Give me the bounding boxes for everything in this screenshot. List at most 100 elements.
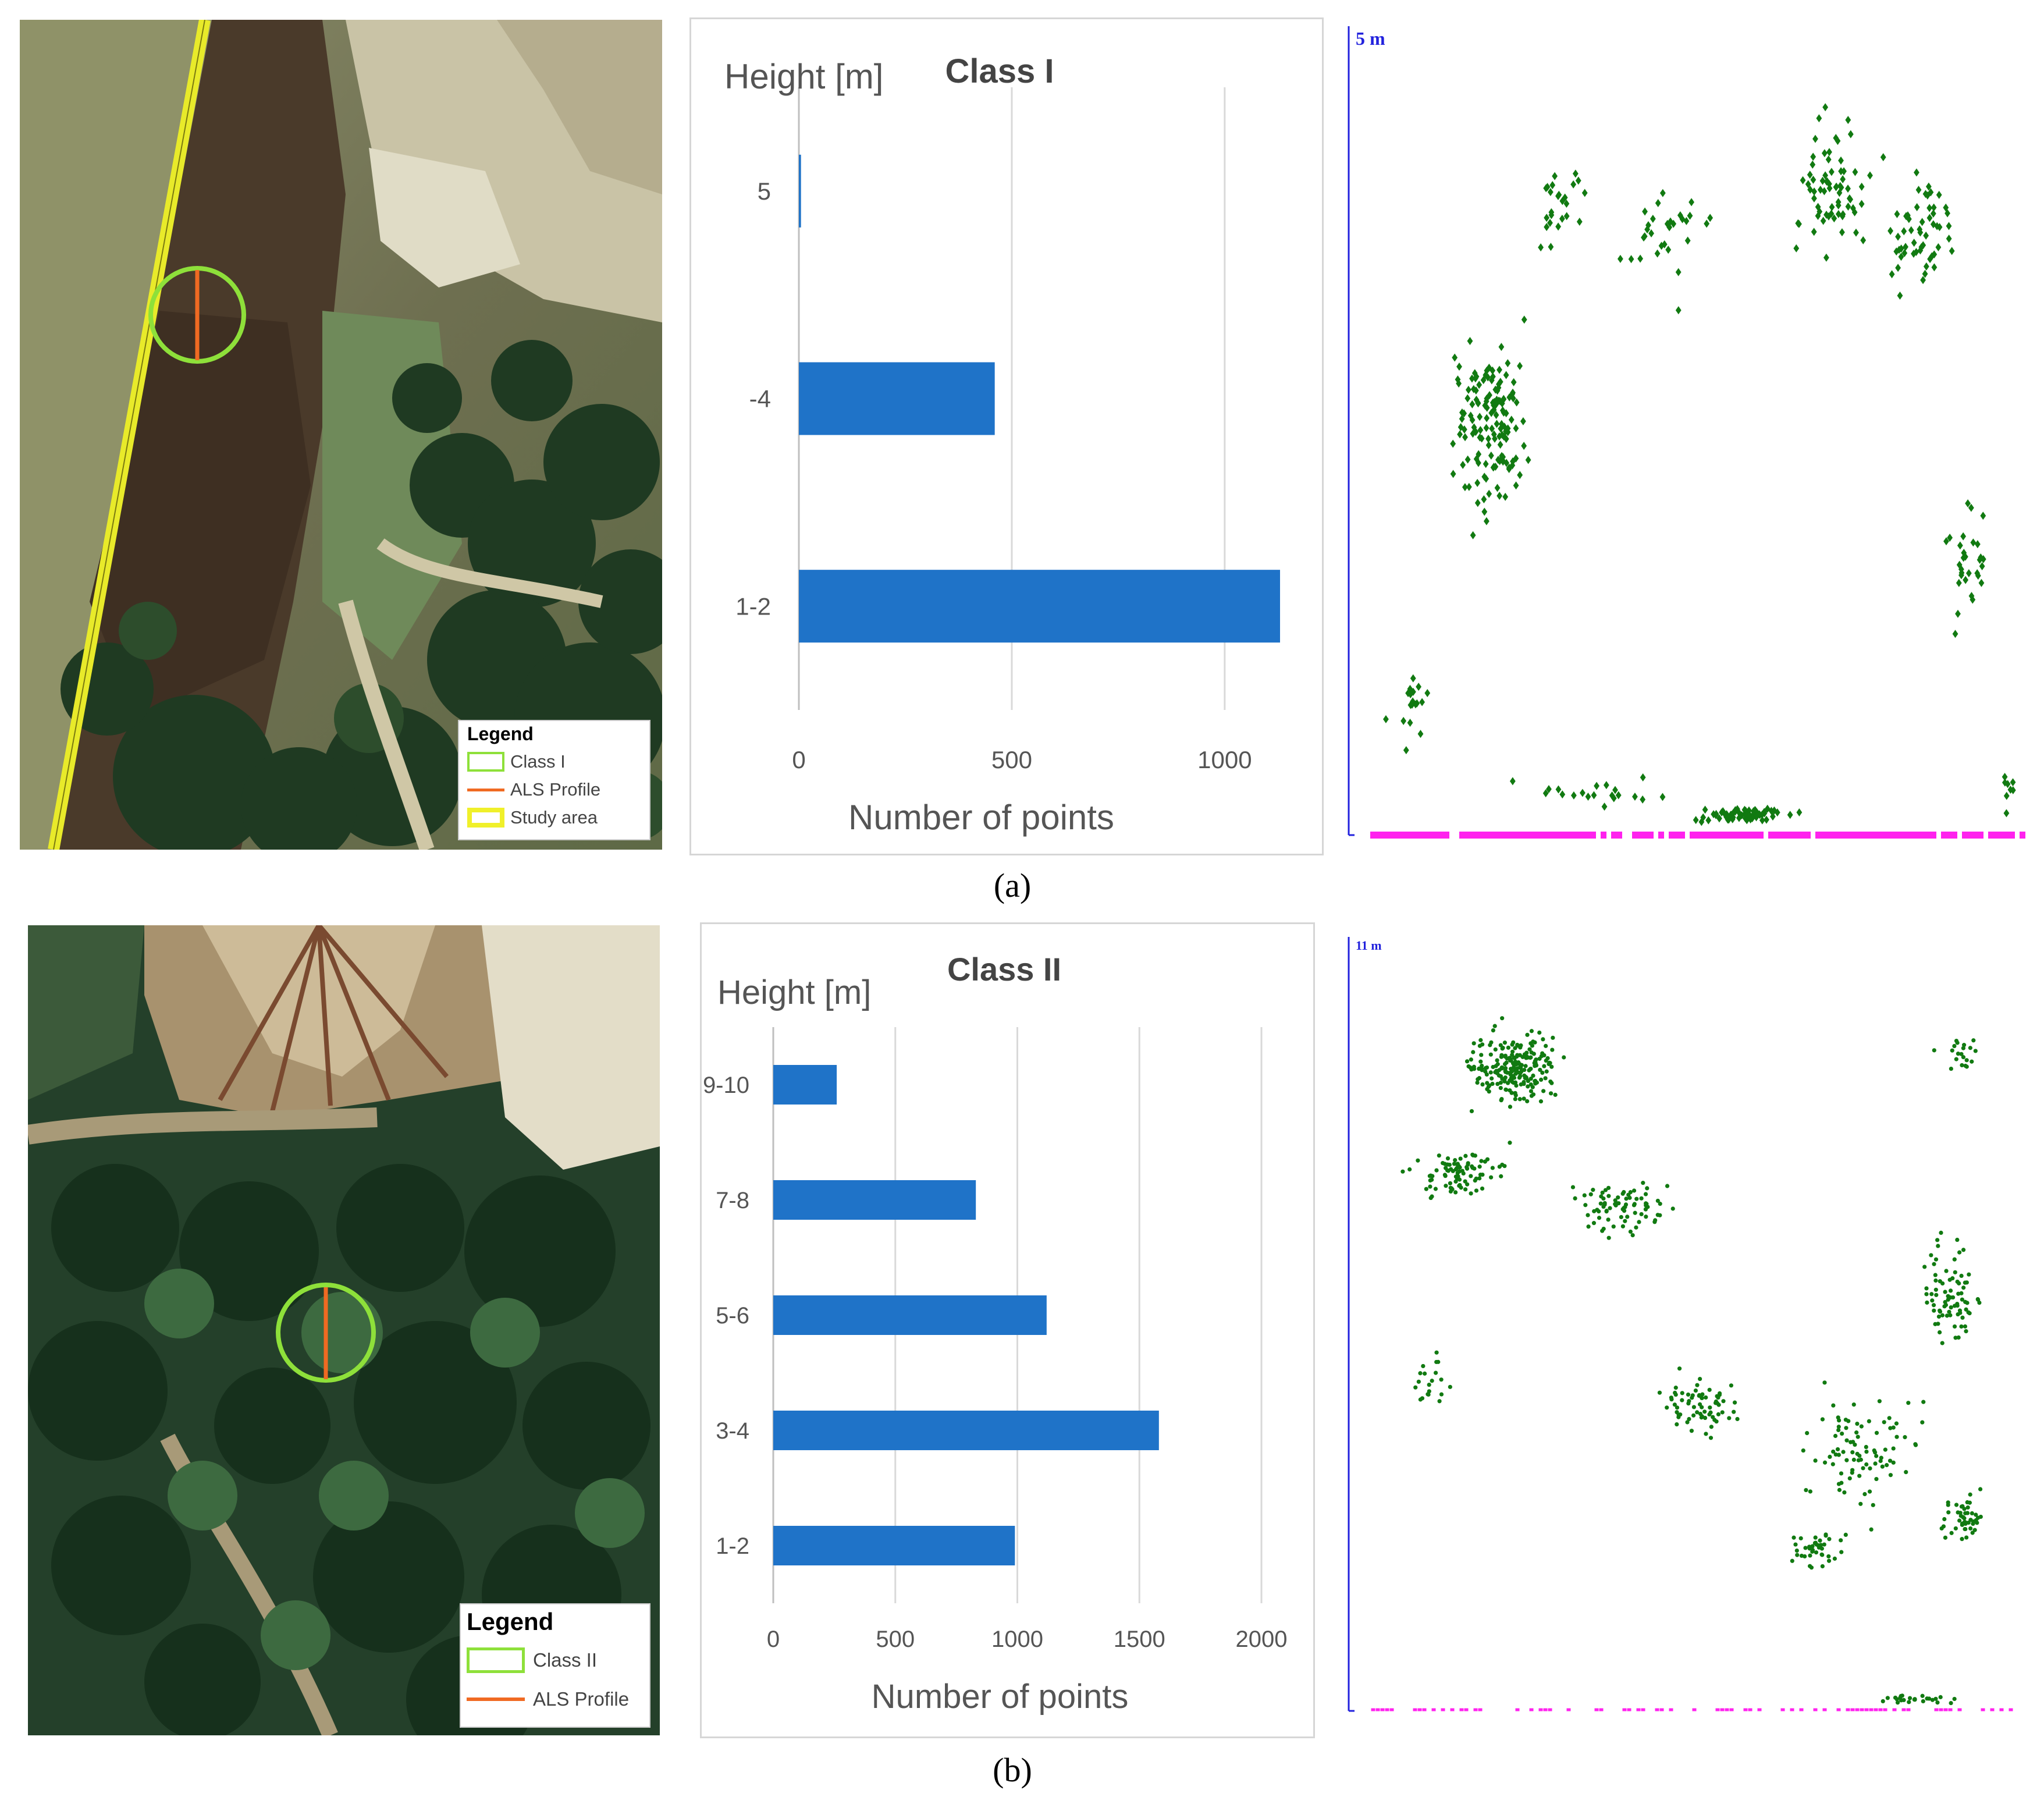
vegetation-point — [1489, 1041, 1493, 1045]
category-label: 3-4 — [716, 1418, 749, 1444]
vegetation-point — [1460, 1169, 1464, 1173]
vegetation-point — [1946, 1510, 1950, 1514]
ground-point — [1480, 832, 1486, 839]
vegetation-point — [1503, 1041, 1507, 1045]
vegetation-point — [1508, 1141, 1512, 1145]
legend-swatch-profile — [467, 789, 504, 791]
vegetation-point — [1514, 1084, 1518, 1088]
vegetation-point — [1904, 1470, 1908, 1474]
ground-point — [1506, 832, 1512, 839]
vegetation-point — [1934, 1258, 1938, 1262]
vegetation-point — [1594, 782, 1599, 790]
vegetation-point — [1827, 1559, 1831, 1563]
vegetation-point — [1476, 381, 1482, 389]
vegetation-point — [1621, 1192, 1625, 1196]
vegetation-point — [1523, 1075, 1527, 1079]
vegetation-point — [1895, 264, 1901, 272]
vegetation-point — [1637, 255, 1643, 263]
vegetation-point — [1732, 1410, 1736, 1414]
vegetation-point — [1526, 1084, 1530, 1088]
vegetation-point — [1816, 114, 1822, 122]
vegetation-point — [1953, 1270, 1957, 1274]
ground-point — [1779, 832, 1784, 839]
vegetation-point — [1859, 183, 1865, 191]
vegetation-point — [1965, 1500, 1970, 1504]
vegetation-point — [1858, 1502, 1862, 1506]
vegetation-point — [2004, 809, 2010, 817]
vegetation-point — [1444, 1184, 1448, 1188]
vegetation-point — [1437, 1153, 1441, 1157]
vegetation-point — [1953, 1697, 1957, 1701]
ground-point — [1981, 1709, 1985, 1711]
vegetation-point — [1875, 1431, 1879, 1435]
ground-point — [1865, 1709, 1869, 1711]
vegetation-point — [1489, 1070, 1493, 1074]
vegetation-point — [1524, 1050, 1528, 1054]
vegetation-point — [1544, 1044, 1548, 1048]
vegetation-point — [1466, 483, 1472, 491]
ground-point — [2009, 1709, 2013, 1711]
vegetation-point — [1639, 1196, 1643, 1201]
vegetation-point — [1503, 1062, 1507, 1066]
y-axis-title: Height [m] — [724, 57, 883, 96]
vegetation-point — [1836, 1415, 1840, 1419]
x-tick-label: 500 — [991, 746, 1032, 773]
vegetation-point — [1958, 1511, 1963, 1515]
ground-point — [1669, 832, 1675, 839]
vegetation-point — [1499, 1055, 1503, 1059]
vegetation-point — [1477, 413, 1483, 421]
map-b-legend: Legend Class II ALS Profile — [460, 1603, 650, 1728]
vegetation-point — [1808, 1553, 1812, 1557]
legend-item-study-area: Study area — [467, 807, 598, 828]
ground-point — [1944, 1709, 1948, 1711]
ground-point — [1978, 832, 1983, 839]
ground-point — [1595, 1709, 1599, 1711]
vegetation-point — [1556, 785, 1562, 793]
vegetation-point — [1833, 1434, 1837, 1438]
vegetation-point — [1604, 781, 1609, 789]
vegetation-point — [1591, 1188, 1595, 1192]
vegetation-point — [1878, 1399, 1882, 1403]
ground-point — [1381, 1709, 1385, 1711]
vegetation-point — [1424, 689, 1430, 697]
vegetation-point — [1861, 1466, 1865, 1470]
vegetation-point — [1957, 1336, 1961, 1340]
vegetation-point — [1599, 1202, 1603, 1206]
vegetation-point — [1448, 1385, 1452, 1389]
ground-point — [1758, 832, 1764, 839]
ground-point — [1611, 832, 1617, 839]
ground-point — [1648, 832, 1654, 839]
vegetation-point — [1952, 1044, 1956, 1048]
vegetation-point — [1469, 1191, 1473, 1195]
vegetation-point — [1576, 176, 1581, 184]
vegetation-point — [1499, 1098, 1503, 1102]
vegetation-point — [1844, 1426, 1848, 1430]
category-label: 7-8 — [716, 1188, 749, 1213]
vegetation-point — [1821, 1564, 1825, 1568]
ground-point — [1599, 1709, 1604, 1711]
vegetation-point — [1957, 1518, 1961, 1522]
vegetation-point — [1450, 1187, 1454, 1191]
vegetation-point — [1674, 1386, 1678, 1390]
vegetation-point — [1949, 1305, 1953, 1309]
vegetation-point — [1940, 1341, 1945, 1345]
vegetation-point — [1810, 1565, 1814, 1569]
ground-point — [1852, 832, 1858, 839]
vegetation-point — [1971, 1038, 1975, 1042]
vegetation-point — [1960, 532, 1966, 541]
vegetation-point — [1813, 1458, 1817, 1462]
ground-point — [1941, 832, 1947, 839]
vegetation-point — [1495, 1058, 1499, 1062]
vegetation-point — [1602, 802, 1608, 811]
vegetation-point — [1407, 1167, 1412, 1171]
vegetation-point — [1537, 1057, 1541, 1061]
vegetation-point — [1949, 1067, 1953, 1071]
vegetation-point — [1930, 1298, 1934, 1302]
vegetation-point — [1720, 1410, 1725, 1414]
ground-point — [1800, 832, 1805, 839]
vegetation-point — [1478, 1164, 1482, 1169]
vegetation-point — [1907, 1700, 1911, 1704]
vegetation-point — [1439, 1392, 1444, 1396]
ground-point — [1569, 832, 1575, 839]
vegetation-point — [1906, 1401, 1910, 1405]
